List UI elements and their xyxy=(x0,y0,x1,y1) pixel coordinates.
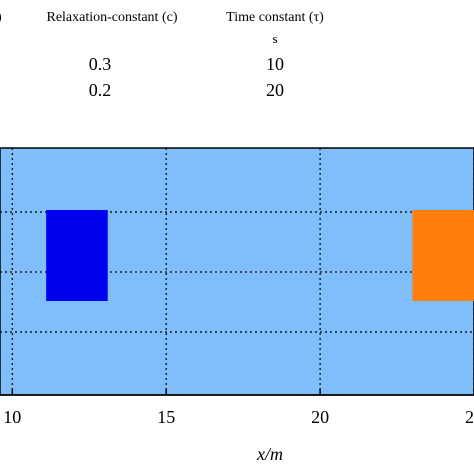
x-axis-label: x/m xyxy=(256,444,283,464)
table-header: Relaxation-constant (c) xyxy=(46,10,177,25)
table-header: Time constant (τ) xyxy=(226,10,324,25)
table-header: n) xyxy=(0,10,2,25)
region xyxy=(412,210,474,301)
table-cell: 0.2 xyxy=(89,80,112,100)
x-tick-label: 20 xyxy=(311,407,329,427)
x-tick-label: 25 xyxy=(465,407,474,427)
table-cell: 0.3 xyxy=(89,54,112,74)
x-tick-label: 10 xyxy=(3,407,21,427)
x-tick-label: 15 xyxy=(157,407,175,427)
table-unit: s xyxy=(272,31,277,46)
region xyxy=(46,210,108,301)
table-cell: 10 xyxy=(266,54,284,74)
table-cell: 20 xyxy=(266,80,284,100)
